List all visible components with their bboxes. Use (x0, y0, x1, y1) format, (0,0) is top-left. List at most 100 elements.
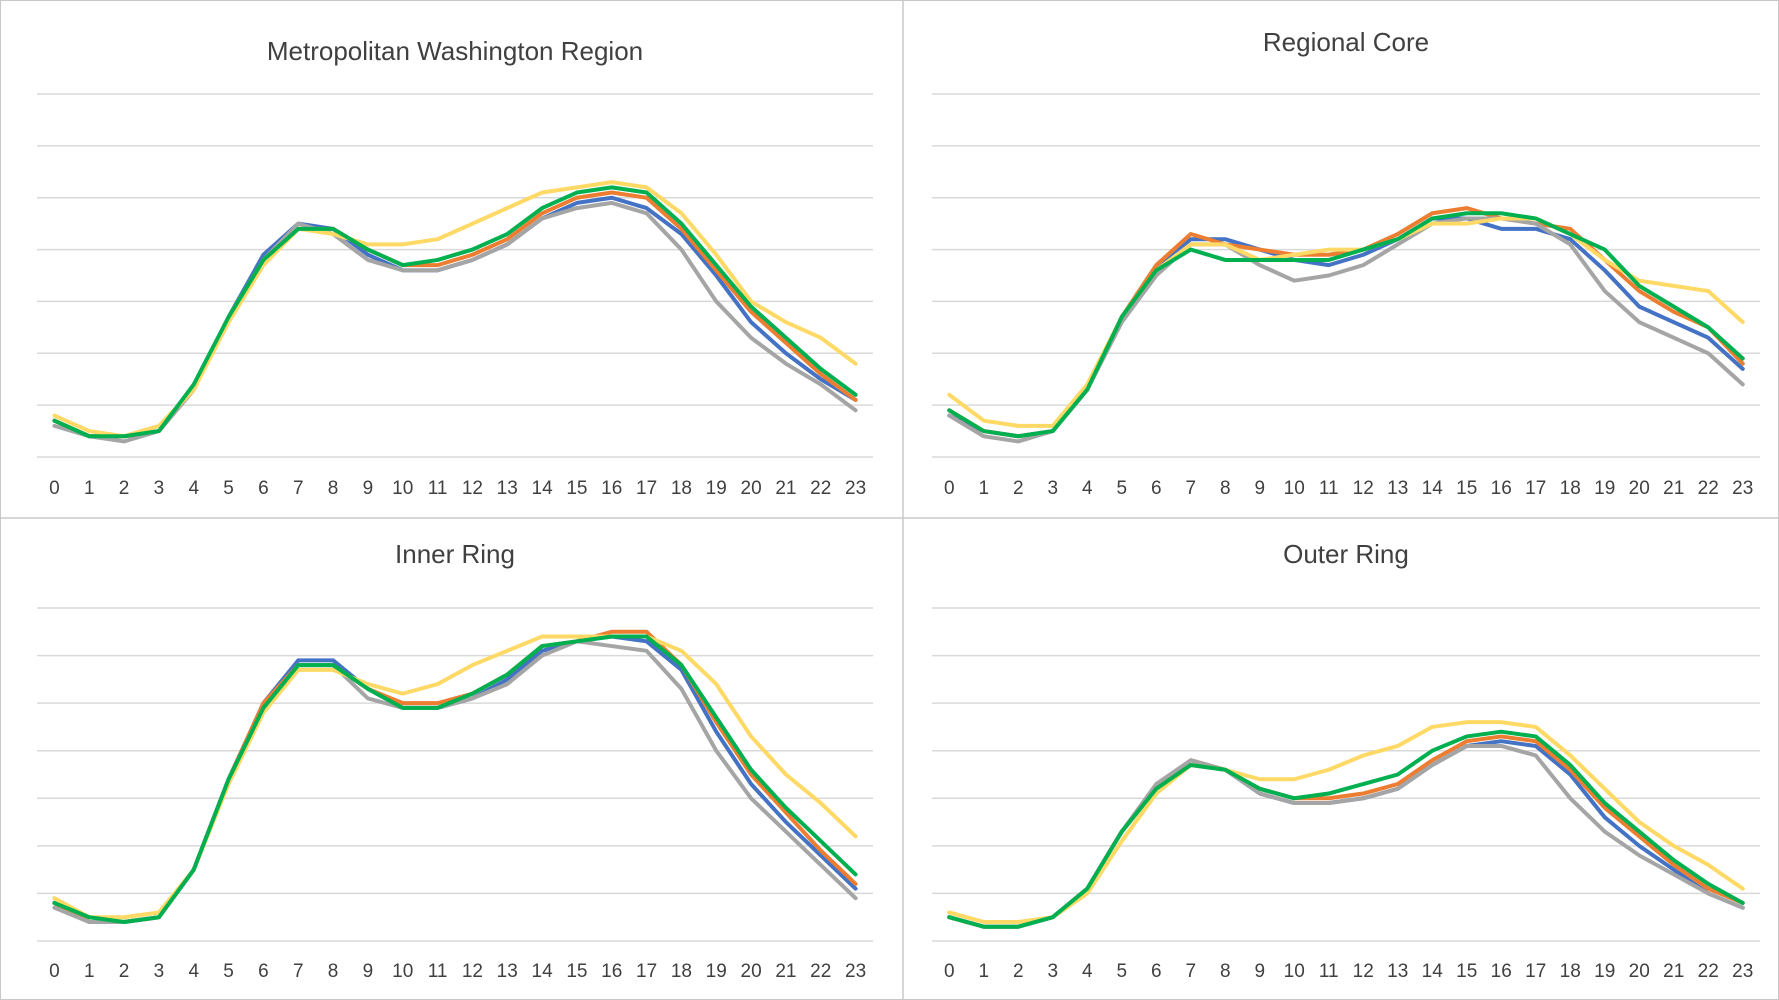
x-tick-label: 23 (845, 961, 866, 982)
x-tick-label: 8 (328, 478, 339, 499)
x-tick-label: 4 (188, 961, 199, 982)
x-tick-label: 17 (1525, 961, 1546, 982)
x-tick-label: 5 (1116, 478, 1127, 499)
x-tick-label: 4 (1082, 478, 1093, 499)
x-tick-label: 13 (1387, 478, 1408, 499)
x-tick-label: 9 (1254, 961, 1265, 982)
x-tick-label: 16 (1491, 478, 1512, 499)
x-tick-label: 0 (49, 478, 60, 499)
x-tick-label: 2 (1013, 961, 1024, 982)
x-tick-label: 11 (428, 961, 448, 982)
x-tick-label: 3 (1047, 961, 1058, 982)
x-tick-label: 10 (1284, 961, 1305, 982)
x-tick-label: 6 (258, 478, 269, 499)
x-tick-label: 10 (392, 961, 413, 982)
x-tick-label: 23 (845, 478, 866, 499)
x-tick-label: 4 (188, 478, 199, 499)
chart-title: Outer Ring (1283, 539, 1409, 569)
x-tick-label: 19 (706, 961, 727, 982)
x-tick-label: 11 (1319, 478, 1339, 499)
x-tick-label: 1 (84, 961, 95, 982)
x-tick-label: 12 (1353, 478, 1374, 499)
x-tick-label: 16 (1491, 961, 1512, 982)
x-tick-label: 19 (1594, 478, 1615, 499)
x-tick-label: 10 (392, 478, 413, 499)
x-tick-label: 15 (566, 961, 587, 982)
x-tick-label: 23 (1732, 961, 1753, 982)
series-line (52, 634, 858, 924)
x-tick-label: 7 (1185, 478, 1196, 499)
chart-title: Regional Core (1263, 27, 1429, 57)
x-tick-label: 7 (293, 961, 304, 982)
x-tick-label: 22 (810, 961, 831, 982)
x-tick-label: 15 (566, 478, 587, 499)
x-tick-label: 14 (532, 961, 554, 982)
x-tick-label: 18 (1560, 961, 1581, 982)
x-tick-label: 2 (1013, 478, 1024, 499)
x-tick-label: 11 (428, 478, 448, 499)
x-tick-label: 4 (1082, 961, 1093, 982)
x-tick-label: 7 (1185, 961, 1196, 982)
series-line (52, 180, 858, 439)
x-tick-label: 8 (328, 961, 339, 982)
x-tick-label: 20 (741, 478, 762, 499)
x-tick-label: 13 (497, 478, 518, 499)
x-tick-label: 0 (944, 961, 955, 982)
x-tick-label: 8 (1220, 478, 1231, 499)
series-line (947, 720, 1745, 924)
x-tick-label: 20 (1629, 961, 1650, 982)
x-tick-label: 19 (706, 478, 727, 499)
x-tick-label: 12 (1353, 961, 1374, 982)
x-tick-label: 12 (462, 961, 483, 982)
x-tick-label: 21 (1663, 961, 1684, 982)
x-tick-label: 3 (154, 961, 165, 982)
x-tick-label: 1 (978, 478, 989, 499)
x-tick-label: 5 (223, 961, 234, 982)
series-line (947, 216, 1745, 428)
x-tick-label: 5 (223, 478, 234, 499)
chart-title: Inner Ring (395, 539, 515, 569)
x-tick-label: 14 (1422, 961, 1444, 982)
x-tick-label: 13 (1387, 961, 1408, 982)
x-tick-label: 1 (978, 961, 989, 982)
x-tick-label: 6 (1151, 478, 1162, 499)
x-tick-label: 16 (601, 478, 622, 499)
x-tick-label: 14 (532, 478, 554, 499)
x-tick-label: 21 (775, 478, 796, 499)
series-line (947, 211, 1745, 439)
x-tick-label: 17 (636, 961, 657, 982)
x-tick-label: 7 (293, 478, 304, 499)
x-tick-label: 12 (462, 478, 483, 499)
x-tick-label: 16 (601, 961, 622, 982)
x-tick-label: 20 (1629, 478, 1650, 499)
x-tick-label: 20 (741, 961, 762, 982)
x-tick-label: 15 (1456, 478, 1477, 499)
x-tick-label: 18 (671, 961, 692, 982)
x-tick-label: 8 (1220, 961, 1231, 982)
x-tick-label: 10 (1284, 478, 1305, 499)
x-tick-label: 9 (1254, 478, 1265, 499)
x-tick-label: 0 (944, 478, 955, 499)
x-tick-label: 13 (497, 961, 518, 982)
x-tick-label: 0 (49, 961, 60, 982)
x-tick-label: 22 (1698, 478, 1719, 499)
x-tick-label: 15 (1456, 961, 1477, 982)
x-tick-label: 6 (1151, 961, 1162, 982)
x-tick-label: 11 (1319, 961, 1339, 982)
x-tick-label: 2 (119, 961, 130, 982)
x-tick-label: 6 (258, 961, 269, 982)
x-tick-label: 22 (1698, 961, 1719, 982)
x-tick-label: 18 (1560, 478, 1581, 499)
x-tick-label: 14 (1422, 478, 1444, 499)
x-tick-label: 3 (1047, 478, 1058, 499)
x-tick-label: 23 (1732, 478, 1753, 499)
series-line (947, 729, 1745, 929)
x-tick-label: 1 (84, 478, 95, 499)
chart-title: Metropolitan Washington Region (267, 36, 643, 66)
x-tick-label: 9 (363, 478, 374, 499)
x-tick-label: 21 (1663, 478, 1684, 499)
x-tick-label: 5 (1116, 961, 1127, 982)
